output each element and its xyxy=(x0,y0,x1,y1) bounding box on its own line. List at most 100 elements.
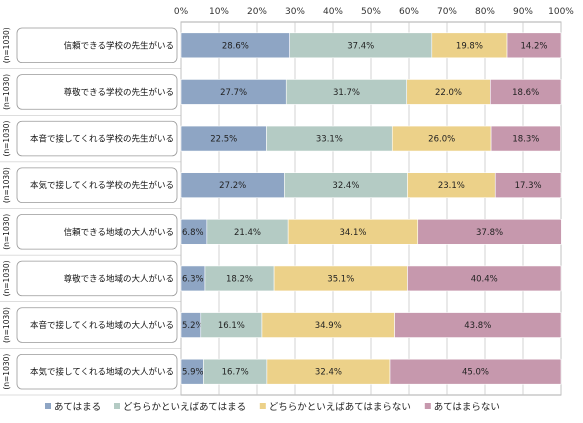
x-tick-label: 40% xyxy=(323,7,343,17)
bar-segment xyxy=(394,312,562,338)
bar-segment xyxy=(431,32,508,59)
x-tick-label: 70% xyxy=(437,7,457,17)
x-axis-ticks: 0% 10% 20% 30% 40% 50% 60% 70% 80% 90% 100% xyxy=(174,7,574,17)
legend-swatch xyxy=(114,403,120,409)
bar-segment xyxy=(261,312,395,338)
bar-value-label: 16.7% xyxy=(222,368,249,378)
legend-label: あてはまる xyxy=(54,402,101,413)
x-tick-label: 30% xyxy=(285,7,305,17)
bar-segment xyxy=(407,172,496,198)
category-label: 信頼できる地域の大人がいる xyxy=(64,227,174,238)
bar-segment xyxy=(490,79,562,105)
gridlines xyxy=(180,21,562,396)
bar-value-label: 18.2% xyxy=(226,274,253,284)
bar-value-label: 18.3% xyxy=(512,135,539,145)
bar-value-label: 45.0% xyxy=(462,368,489,378)
legend-swatch xyxy=(259,403,266,409)
bar-value-label: 14.2% xyxy=(521,41,548,51)
bar-value-label: 5.9% xyxy=(182,368,204,378)
sample-size-label: (n=1030) xyxy=(2,27,11,63)
bar-value-label: 37.4% xyxy=(347,41,374,51)
bars: 28.6% 37.4% 19.8% 14.2% 27.7% 31.7% 22.0% 18.6%… xyxy=(180,32,562,385)
sample-size-label: (n=1030) xyxy=(2,307,11,343)
bar-segment xyxy=(180,79,287,105)
bar-segment xyxy=(266,125,393,152)
category-label-box xyxy=(16,27,178,64)
bar-segment xyxy=(203,358,268,385)
bar-value-label: 32.4% xyxy=(332,181,359,191)
bar-value-label: 21.4% xyxy=(234,228,261,238)
category-label-box xyxy=(16,214,178,250)
category-label-box xyxy=(16,167,178,203)
bar-value-label: 17.3% xyxy=(515,181,542,191)
legend-label: どちらかといえばあてはまる xyxy=(123,402,246,413)
bar-value-label: 5.2% xyxy=(182,321,204,331)
sample-size-label: (n=1030) xyxy=(2,354,11,390)
bar-value-label: 27.2% xyxy=(219,181,246,191)
category-label: 尊敬できる地域の大人がいる xyxy=(64,273,174,284)
bar-segment xyxy=(266,358,391,385)
bar-segment xyxy=(206,219,289,245)
bar-value-label: 6.3% xyxy=(182,274,204,284)
x-tick-label: 80% xyxy=(475,7,495,17)
bar-value-label: 6.8% xyxy=(182,228,204,238)
bar-segment xyxy=(180,125,267,152)
bar-value-label: 27.7% xyxy=(220,88,247,98)
bar-segment xyxy=(406,79,491,105)
bar-segment xyxy=(490,125,561,152)
bar-segment xyxy=(200,312,263,338)
bar-value-label: 32.4% xyxy=(315,368,342,378)
category-labels: 信頼できる学校の先生がいる (n=1030) 尊敬できる学校の先生がいる (n=103… xyxy=(0,27,181,396)
bar-value-label: 34.9% xyxy=(315,321,342,331)
x-tick-label: 50% xyxy=(361,7,381,17)
bar-value-label: 19.8% xyxy=(456,41,483,51)
bar-segment xyxy=(180,32,290,59)
bar-segment xyxy=(494,172,562,198)
x-tick-label: 60% xyxy=(399,7,419,17)
legend-swatch xyxy=(424,403,431,409)
bar-value-label: 16.1% xyxy=(218,321,245,331)
sample-size-label: (n=1030) xyxy=(2,260,11,296)
legend-label: あてはまらない xyxy=(434,402,500,413)
bar-value-label: 33.1% xyxy=(316,135,343,145)
bar-value-label: 22.5% xyxy=(210,135,237,145)
legend-label: どちらかといえばあてはまらない xyxy=(269,402,411,413)
category-label-box xyxy=(16,260,178,297)
bar-segment xyxy=(284,172,408,198)
category-label-box xyxy=(16,74,178,110)
legend: あてはまる どちらかといえばあてはまる どちらかといえばあてはまらない あてはまらない xyxy=(45,402,500,413)
bar-value-label: 37.8% xyxy=(476,228,503,238)
x-tick-label: 0% xyxy=(174,7,189,17)
x-tick-label: 100% xyxy=(548,7,574,17)
bar-segment xyxy=(417,219,562,245)
bar-segment xyxy=(273,265,408,292)
bar-value-label: 26.0% xyxy=(428,135,455,145)
bar-value-label: 35.1% xyxy=(327,274,354,284)
bar-value-label: 28.6% xyxy=(222,41,249,51)
sample-size-label: (n=1030) xyxy=(2,214,11,250)
x-tick-label: 20% xyxy=(247,7,267,17)
bar-value-label: 31.7% xyxy=(333,88,360,98)
x-tick-label: 10% xyxy=(209,7,229,17)
legend-swatch xyxy=(45,403,51,409)
category-label-box xyxy=(16,307,178,343)
bar-segment xyxy=(289,32,433,59)
bar-value-label: 34.1% xyxy=(339,228,366,238)
bar-value-label: 40.4% xyxy=(471,274,498,284)
sample-size-label: (n=1030) xyxy=(2,74,11,110)
bar-value-label: 22.0% xyxy=(435,88,462,98)
category-label: 本気で接してくれる学校の先生がいる xyxy=(30,180,174,191)
x-tick-label: 90% xyxy=(513,7,533,17)
category-label-box xyxy=(16,120,178,157)
bar-segment xyxy=(407,265,562,292)
bar-segment xyxy=(204,265,275,292)
sample-size-label: (n=1030) xyxy=(2,167,11,203)
bar-segment xyxy=(391,125,492,152)
bar-segment xyxy=(389,358,562,385)
bar-segment xyxy=(180,172,285,198)
bar-value-label: 43.8% xyxy=(464,321,491,331)
bar-segment xyxy=(506,32,562,59)
bar-segment xyxy=(287,219,419,245)
category-label: 本音で接してくれる学校の先生がいる xyxy=(30,134,174,145)
category-label: 信頼できる学校の先生がいる xyxy=(64,40,174,51)
